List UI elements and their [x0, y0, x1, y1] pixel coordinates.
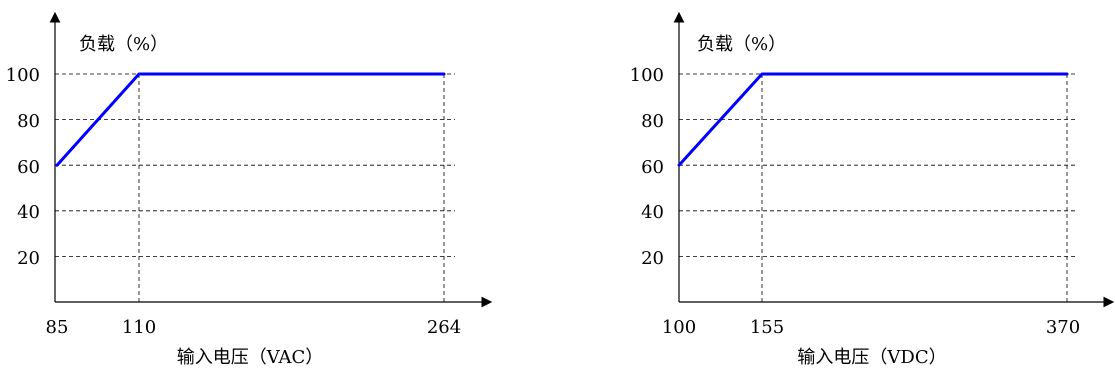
series-line [677, 72, 1069, 167]
y-tick-label-20: 20 [17, 248, 40, 269]
x-tick-label-85: 85 [46, 317, 69, 338]
x-axis-label: 输入电压（VAC） [177, 347, 324, 368]
y-tick-label-100: 100 [6, 65, 40, 86]
y-tick-label-20: 20 [641, 248, 664, 269]
x-tick-label-155: 155 [750, 317, 784, 338]
y-tick-label-80: 80 [17, 111, 40, 132]
x-tick-label-370: 370 [1046, 317, 1080, 338]
x-axis-label: 输入电压（VDC） [797, 347, 946, 368]
y-tick-label-60: 60 [641, 157, 664, 178]
chart-vac: 负载（%） 输入电压（VAC） 100 80 60 40 20 85 110 2… [6, 11, 493, 368]
x-tick-label-264: 264 [427, 317, 461, 338]
chart-vdc: 负载（%） 输入电压（VDC） 100 80 60 40 20 100 155 … [630, 11, 1115, 368]
x-tick-label-110: 110 [122, 317, 156, 338]
series-line [55, 72, 446, 167]
y-axis-label: 负载（%） [79, 34, 168, 55]
y-axis-label: 负载（%） [697, 34, 786, 55]
y-tick-label-100: 100 [630, 65, 664, 86]
y-tick-label-40: 40 [17, 202, 40, 223]
y-tick-label-40: 40 [641, 202, 664, 223]
y-tick-label-60: 60 [17, 157, 40, 178]
y-tick-label-80: 80 [641, 111, 664, 132]
x-tick-label-100: 100 [662, 317, 696, 338]
